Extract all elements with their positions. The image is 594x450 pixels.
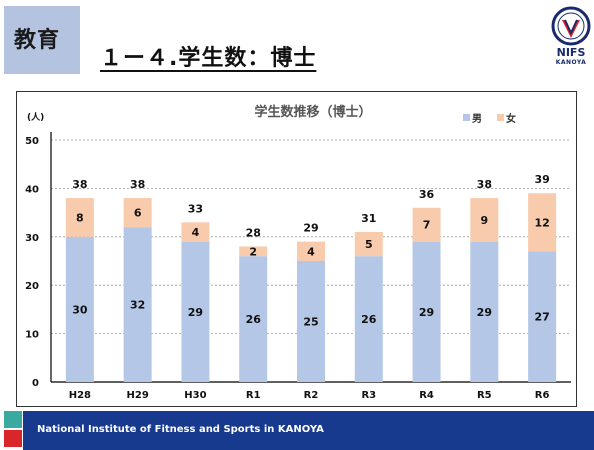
data-label-total: 29	[303, 222, 318, 235]
data-label-female: 5	[365, 238, 373, 251]
data-label-female: 6	[134, 207, 142, 220]
data-label-male: 27	[534, 311, 549, 324]
legend-swatch-female	[497, 114, 504, 121]
data-label-male: 32	[130, 299, 145, 312]
y-axis-unit-label: (人)	[27, 111, 44, 123]
data-label-male: 25	[303, 316, 318, 329]
legend-label-female: 女	[506, 112, 516, 125]
bar-male	[354, 256, 383, 382]
bar-male	[65, 236, 94, 382]
footer-band	[23, 411, 594, 450]
y-tick-label: 10	[25, 330, 39, 341]
data-label-male: 26	[246, 313, 262, 326]
chart-legend: 男女	[463, 112, 516, 125]
y-tick-label: 40	[25, 184, 39, 195]
data-label-total: 38	[72, 178, 87, 191]
section-tag: 教育	[4, 6, 80, 74]
footer-accent-teal	[4, 411, 22, 428]
data-label-female: 12	[534, 216, 549, 229]
bar-male	[470, 241, 499, 382]
x-tick-label: H29	[127, 390, 149, 401]
data-label-total: 39	[534, 173, 549, 186]
legend-label-male: 男	[472, 113, 482, 125]
data-label-male: 29	[477, 306, 492, 319]
section-tag-label: 教育	[14, 28, 61, 53]
bar-female	[65, 198, 94, 237]
x-tick-label: R2	[304, 390, 319, 401]
data-label-female: 7	[423, 219, 431, 232]
logo-emblem-icon	[551, 6, 591, 46]
bar-female	[354, 231, 383, 257]
bar-female	[181, 222, 210, 242]
data-label-female: 9	[481, 214, 489, 227]
data-label-total: 33	[188, 202, 203, 215]
bar-male	[123, 227, 152, 382]
bar-male	[528, 251, 557, 382]
data-label-total: 36	[419, 188, 435, 201]
legend-swatch-male	[463, 114, 470, 121]
footer-accent-red	[4, 430, 22, 447]
chart-title: 学生数推移（博士）	[254, 104, 371, 120]
data-label-female: 2	[249, 245, 257, 258]
y-tick-label: 30	[25, 233, 39, 244]
data-label-male: 30	[72, 303, 88, 316]
bar-female	[239, 246, 268, 257]
bar-female	[412, 207, 441, 242]
logo-nifs-text: NIFS	[556, 46, 586, 59]
data-label-total: 38	[130, 178, 145, 191]
x-tick-label: R6	[535, 390, 550, 401]
university-logo: NIFS KANOYA	[548, 6, 594, 70]
logo-kanoya-text: KANOYA	[555, 59, 587, 66]
x-tick-label: H30	[184, 390, 206, 401]
bar-female	[528, 193, 557, 252]
y-tick-label: 20	[25, 281, 39, 292]
y-tick-label: 50	[25, 136, 39, 147]
data-label-female: 8	[76, 211, 84, 224]
stacked-bar-chart: 0 10 20 30 40 50 30 8 38 H28 32 6 38 H29 29 4 33 H30 26 2 28…	[25, 104, 571, 401]
x-tick-label: R1	[246, 390, 261, 401]
x-tick-label: R3	[361, 390, 376, 401]
x-tick-label: R4	[419, 390, 434, 401]
x-tick-label: H28	[69, 390, 91, 401]
y-tick-label: 0	[32, 378, 39, 389]
page-title: １ー４.学生数：博士	[100, 46, 317, 71]
bar-female	[297, 241, 325, 261]
data-label-female: 4	[192, 226, 200, 239]
bar-male	[297, 261, 325, 382]
bar-female	[123, 198, 152, 228]
bar-male	[181, 241, 210, 382]
data-label-male: 29	[188, 306, 203, 319]
footer-text: National Institute of Fitness and Sports…	[37, 424, 324, 435]
bar-male	[239, 256, 268, 382]
x-tick-label: R5	[477, 390, 492, 401]
data-label-male: 26	[361, 313, 377, 326]
bar-male	[412, 241, 441, 382]
data-label-total: 28	[246, 226, 261, 239]
bar-female	[470, 198, 499, 242]
data-label-female: 4	[307, 245, 315, 258]
data-label-total: 38	[477, 178, 492, 191]
chart-panel: 0 10 20 30 40 50 30 8 38 H28 32 6 38 H29 29 4 33 H30 26 2 28…	[16, 91, 577, 407]
data-label-total: 31	[361, 212, 376, 225]
data-label-male: 29	[419, 306, 434, 319]
